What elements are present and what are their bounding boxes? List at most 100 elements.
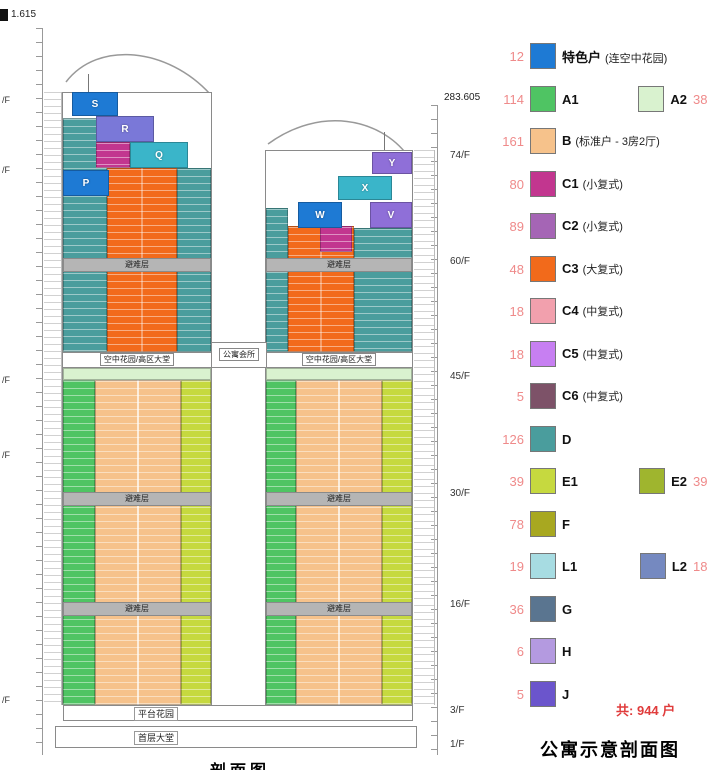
legend-label: L1 [562, 558, 578, 574]
legend-row-l1-l2: 19 L1 L2 18 [498, 552, 713, 580]
legend-row-h: 6 H [498, 637, 713, 665]
mast-left [88, 74, 89, 92]
block-q-label: Q [155, 149, 163, 161]
legend-count: 5 [516, 686, 524, 702]
legend-swatch-h [530, 638, 556, 664]
floor-label-74f: 74/F [450, 150, 471, 161]
tower-right-block-v: V [370, 202, 412, 228]
legend-swatch-featured [530, 43, 556, 69]
block-r-label: R [121, 123, 129, 135]
legend-swatch-c6 [530, 383, 556, 409]
floor-label-60f: 60/F [450, 256, 471, 267]
legend-row-c5: 18 C5 (中复式) [498, 340, 713, 368]
legend-count: 126 [502, 431, 524, 447]
legend-row-c1: 80 C1 (小复式) [498, 170, 713, 198]
legend-swatch-c3 [530, 256, 556, 282]
floor-label-left: /F [2, 95, 10, 105]
legend-count: 78 [509, 516, 524, 532]
elevation-mark-box [0, 9, 8, 21]
legend-swatch-e2 [639, 468, 666, 494]
total-units: 共: 944 户 [616, 700, 675, 719]
tower-right-unit-b [296, 380, 382, 705]
legend-swatch-c2 [530, 213, 556, 239]
total-unit: 户 [662, 703, 676, 718]
legend-row-b: 161 B (标准户 - 3房2厅) [498, 127, 713, 155]
legend-row-c6: 5 C6 (中复式) [498, 382, 713, 410]
legend-count: 18 [509, 346, 524, 362]
tower-left-unit-c1 [96, 142, 130, 168]
legend-count: 5 [516, 388, 524, 404]
legend-label: F [562, 516, 570, 532]
legend-count: 6 [516, 643, 524, 659]
tower-right-unit-c1 [320, 226, 352, 252]
legend-label: A1 [562, 91, 579, 107]
legend-label: C6 (中复式) [562, 388, 623, 403]
legend-swatch-a2 [638, 86, 665, 112]
legend-swatch-c1 [530, 171, 556, 197]
ground-lobby-band: 首层大堂 [55, 726, 417, 748]
floor-label-left: /F [2, 450, 10, 460]
tower-right-unit-a2-strip [266, 368, 412, 380]
floor-tick-column-left [44, 92, 62, 705]
floor-label-3f: 3/F [450, 705, 465, 716]
tower-right-block-y: Y [372, 152, 412, 174]
legend-row-j: 5 J [498, 680, 713, 708]
floor-label-45f: 45/F [450, 371, 471, 382]
legend-label-second: A2 [670, 91, 687, 107]
legend-label-second: E2 [671, 473, 687, 489]
clubhouse-box: 公寓会所 [211, 342, 267, 368]
legend-row-f: 78 F [498, 510, 713, 538]
legend-swatch-d [530, 426, 556, 452]
block-s-label: S [91, 98, 99, 110]
legend-label: B (标准户 - 3房2厅) [562, 133, 660, 148]
legend-label: C2 (小复式) [562, 218, 623, 233]
legend-row-a1-a2: 114 A1 A2 38 [498, 85, 713, 113]
legend-label: 特色户 (连空中花园) [562, 49, 668, 65]
block-w-label: W [315, 209, 325, 221]
legend-row-c4: 18 C4 (中复式) [498, 297, 713, 325]
sky-garden-band-right: 空中花园/高区大堂 [266, 352, 412, 368]
legend-swatch-e1 [530, 468, 556, 494]
platform-garden-label: 平台花园 [134, 707, 179, 721]
refuge-floor-band: 避难层 [63, 492, 211, 506]
legend-swatch-b [530, 128, 556, 154]
legend-label: C1 (小复式) [562, 176, 623, 191]
legend-label: J [562, 686, 570, 702]
legend-count: 80 [509, 176, 524, 192]
legend-row-e1-e2: 39 E1 E2 39 [498, 467, 713, 495]
roof-arc-right [267, 120, 409, 157]
tower-right-block-x: X [338, 176, 392, 200]
tower-right-block-w: W [298, 202, 342, 228]
legend-swatch-j [530, 681, 556, 707]
roof-arc-left [65, 53, 211, 95]
bottom-caption-partial: 剖面图 [210, 757, 270, 770]
legend-swatch-l2 [639, 553, 666, 579]
legend-row-featured: 12 特色户 (连空中花园) [498, 42, 713, 70]
legend-count: 161 [502, 133, 524, 149]
elevation-left-top: 1.615 [11, 9, 37, 20]
legend-count-second: 38 [693, 91, 708, 107]
legend-count: 39 [509, 473, 524, 489]
tower-right-unit-d-right [354, 228, 412, 352]
tower-right-unit-a1 [266, 380, 296, 705]
tower-right-unit-e1 [382, 380, 412, 705]
tower-left-block-q: Q [130, 142, 188, 168]
elevation-right-top: 283.605 [444, 92, 481, 103]
block-x-label: X [361, 182, 369, 194]
tower-left-unit-e1 [181, 380, 211, 705]
legend-label: C4 (中复式) [562, 303, 623, 318]
legend-label-second: L2 [671, 558, 687, 574]
tower-left-block-s: S [72, 92, 118, 116]
legend-swatch-c5 [530, 341, 556, 367]
clubhouse-label: 公寓会所 [219, 348, 259, 361]
legend-count: 12 [509, 48, 524, 64]
floor-label-30f: 30/F [450, 488, 471, 499]
legend-count: 36 [509, 601, 524, 617]
page-title: 公寓示意剖面图 [540, 740, 680, 760]
refuge-floor-band: 避难层 [63, 258, 211, 272]
legend-row-c3: 48 C3 (大复式) [498, 255, 713, 283]
legend-swatch-l1 [530, 553, 556, 579]
floor-label-left: /F [2, 165, 10, 175]
legend-label: E1 [562, 473, 578, 489]
